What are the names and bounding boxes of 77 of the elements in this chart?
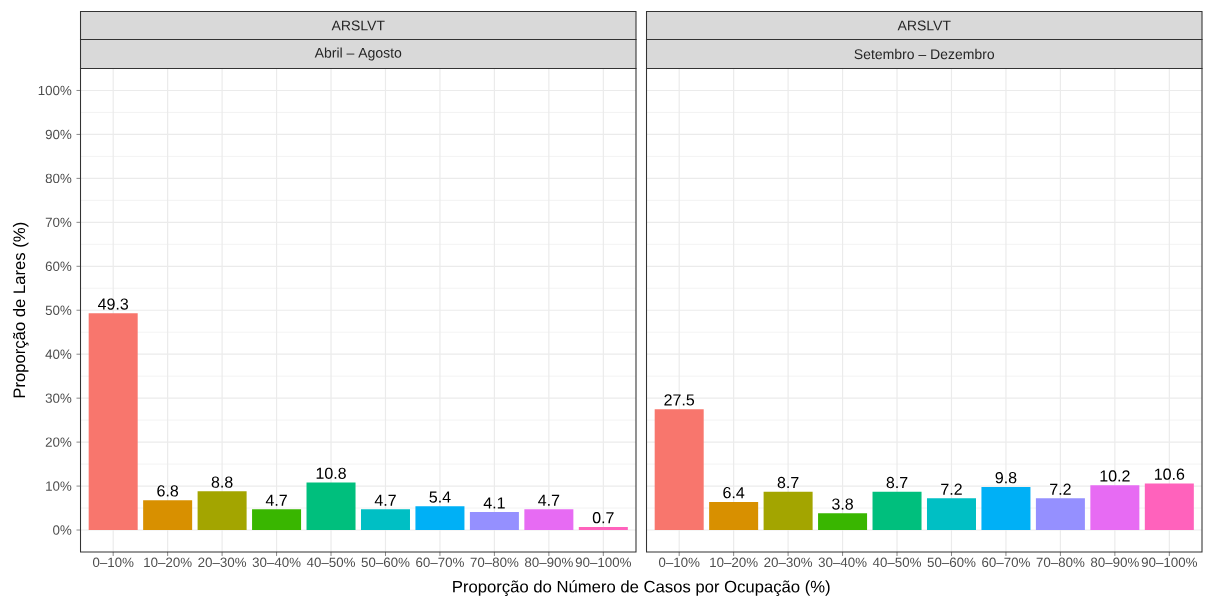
x-tick-label: 0–10% xyxy=(92,557,134,567)
data-label: 8.7 xyxy=(777,476,799,488)
chart-title: ARSLVT xyxy=(897,20,951,31)
bar xyxy=(818,513,868,530)
data-label: 10.2 xyxy=(1100,470,1130,482)
data-label: 8.7 xyxy=(886,476,908,488)
data-label: 7.2 xyxy=(941,483,962,495)
y-tick-label: 20% xyxy=(45,437,72,447)
chart-subtitle: Setembro – Dezembro xyxy=(854,48,995,59)
data-label: 3.8 xyxy=(832,498,853,510)
x-tick-label: 30–40% xyxy=(818,557,867,567)
x-tick-label: 10–20% xyxy=(144,557,192,567)
bar xyxy=(469,511,519,530)
x-tick-label: 40–50% xyxy=(306,557,356,567)
data-label: 6.8 xyxy=(157,485,179,497)
y-tick-label: 50% xyxy=(45,305,72,315)
x-tick-label: 80–90% xyxy=(1090,557,1139,567)
data-label: 0.7 xyxy=(592,511,614,524)
data-label: 4.7 xyxy=(538,494,560,506)
x-tick-label: 30–40% xyxy=(252,557,301,567)
data-label: 4.1 xyxy=(483,497,505,509)
bar xyxy=(1144,483,1194,530)
y-tick-label: 30% xyxy=(45,393,72,403)
y-tick-label: 70% xyxy=(45,217,72,227)
y-tick-label: 60% xyxy=(45,261,72,271)
bar xyxy=(1090,485,1140,530)
data-label: 7.2 xyxy=(1050,483,1071,495)
bar xyxy=(88,313,138,530)
data-label: 10.6 xyxy=(1154,468,1185,480)
x-tick-label: 60–70% xyxy=(416,557,464,567)
bar xyxy=(197,491,247,530)
bar xyxy=(1035,498,1085,530)
bar xyxy=(578,526,628,530)
y-tick-label: 10% xyxy=(46,481,72,491)
bar xyxy=(763,491,813,530)
x-tick-label: 0–10% xyxy=(658,557,700,567)
y-axis-title: Proporção de Lares (%) xyxy=(12,222,29,398)
bar xyxy=(654,408,704,530)
y-tick-label: 80% xyxy=(45,173,72,183)
bar xyxy=(415,506,465,530)
x-tick-label: 70–80% xyxy=(470,557,519,567)
data-label: 9.8 xyxy=(995,471,1017,484)
x-tick-label: 20–30% xyxy=(764,557,813,567)
x-tick-label: 10–20% xyxy=(710,557,758,567)
y-tick-label: 0% xyxy=(53,525,72,535)
bar xyxy=(306,482,356,530)
bar xyxy=(981,486,1031,530)
y-tick-label: 90% xyxy=(45,129,72,139)
bar xyxy=(524,509,574,530)
x-tick-label: 90–100% xyxy=(575,557,632,567)
chart-title: ARSLVT xyxy=(331,20,385,31)
bar xyxy=(872,491,922,530)
data-label: 6.4 xyxy=(723,486,745,499)
chart-subtitle: Abril – Agosto xyxy=(314,47,402,61)
x-tick-label: 20–30% xyxy=(198,557,247,567)
bar xyxy=(360,509,410,530)
y-tick-label: 40% xyxy=(45,349,72,359)
bar xyxy=(143,499,193,530)
data-label: 10.8 xyxy=(316,467,346,479)
data-label: 4.7 xyxy=(374,494,396,506)
y-tick-label: 100% xyxy=(38,85,72,96)
x-tick-label: 50–60% xyxy=(927,557,976,567)
x-tick-label: 50–60% xyxy=(361,557,410,567)
data-label: 8.8 xyxy=(211,476,233,488)
data-label: 27.5 xyxy=(664,394,695,406)
x-axis-title: Proporção do Número de Casos por Ocupação (%) xyxy=(453,579,830,596)
x-tick-label: 80–90% xyxy=(524,557,573,567)
x-tick-label: 90–100% xyxy=(1141,557,1198,567)
x-tick-label: 70–80% xyxy=(1036,557,1085,567)
x-tick-label: 60–70% xyxy=(982,557,1030,567)
bar xyxy=(926,498,976,530)
data-label: 5.4 xyxy=(429,491,451,503)
bar xyxy=(252,509,302,530)
x-tick-label: 40–50% xyxy=(872,557,922,567)
data-label: 49.3 xyxy=(97,298,129,310)
data-label: 4.7 xyxy=(265,494,287,506)
bar xyxy=(709,501,759,530)
